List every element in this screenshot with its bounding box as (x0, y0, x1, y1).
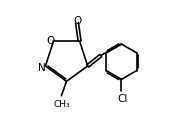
Text: O: O (46, 36, 54, 45)
Text: Cl: Cl (117, 93, 127, 103)
Text: CH₃: CH₃ (54, 99, 70, 108)
Text: O: O (73, 15, 81, 25)
Text: N: N (38, 63, 46, 73)
